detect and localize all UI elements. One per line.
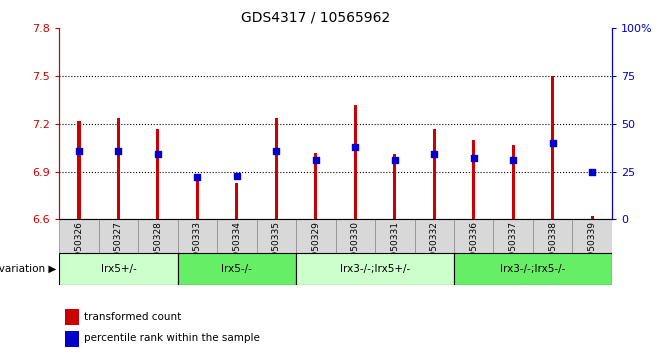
- Point: [271, 148, 282, 154]
- Text: GSM950332: GSM950332: [430, 221, 439, 276]
- Point: [311, 158, 321, 163]
- Bar: [375, 219, 415, 253]
- Bar: [533, 219, 572, 253]
- Point: [192, 175, 203, 180]
- Bar: [64, 331, 78, 347]
- Text: GSM950335: GSM950335: [272, 221, 281, 276]
- Bar: [393, 154, 396, 219]
- Bar: [494, 219, 533, 253]
- Bar: [591, 216, 594, 219]
- Text: GSM950327: GSM950327: [114, 221, 123, 276]
- Bar: [336, 219, 375, 253]
- Bar: [551, 76, 554, 219]
- Bar: [257, 219, 296, 253]
- Text: lrx3-/-;lrx5-/-: lrx3-/-;lrx5-/-: [500, 264, 566, 274]
- Bar: [454, 219, 494, 253]
- Bar: [138, 219, 178, 253]
- Text: GSM950328: GSM950328: [153, 221, 163, 276]
- Bar: [315, 153, 317, 219]
- Point: [74, 148, 84, 154]
- Bar: [472, 140, 475, 219]
- Bar: [99, 219, 138, 253]
- Text: genotype/variation ▶: genotype/variation ▶: [0, 264, 56, 274]
- Text: transformed count: transformed count: [84, 312, 182, 322]
- Text: GSM950336: GSM950336: [469, 221, 478, 276]
- Point: [350, 144, 361, 150]
- Point: [429, 152, 440, 157]
- Bar: [454, 253, 612, 285]
- Bar: [178, 219, 217, 253]
- Text: GSM950326: GSM950326: [74, 221, 84, 276]
- Bar: [572, 219, 612, 253]
- Bar: [296, 219, 336, 253]
- Text: GSM950331: GSM950331: [390, 221, 399, 276]
- Point: [587, 169, 597, 175]
- Text: percentile rank within the sample: percentile rank within the sample: [84, 333, 260, 343]
- Bar: [117, 118, 120, 219]
- Text: lrx3-/-;lrx5+/-: lrx3-/-;lrx5+/-: [340, 264, 410, 274]
- Point: [547, 140, 558, 146]
- Text: GSM950338: GSM950338: [548, 221, 557, 276]
- Bar: [354, 105, 357, 219]
- Bar: [433, 129, 436, 219]
- Bar: [512, 144, 515, 219]
- Bar: [236, 183, 238, 219]
- Point: [153, 152, 163, 157]
- Text: GSM950333: GSM950333: [193, 221, 202, 276]
- Point: [113, 148, 124, 154]
- Bar: [415, 219, 454, 253]
- Bar: [296, 253, 454, 285]
- Point: [508, 158, 519, 163]
- Text: lrx5+/-: lrx5+/-: [101, 264, 136, 274]
- Text: lrx5-/-: lrx5-/-: [222, 264, 252, 274]
- Bar: [217, 219, 257, 253]
- Bar: [59, 253, 178, 285]
- Bar: [178, 253, 296, 285]
- Bar: [78, 121, 80, 219]
- Bar: [59, 219, 99, 253]
- Point: [468, 155, 479, 161]
- Text: GSM950339: GSM950339: [588, 221, 597, 276]
- Bar: [64, 309, 78, 325]
- Point: [232, 173, 242, 178]
- Bar: [275, 118, 278, 219]
- Text: GSM950329: GSM950329: [311, 221, 320, 276]
- Bar: [157, 129, 159, 219]
- Text: GDS4317 / 10565962: GDS4317 / 10565962: [241, 11, 390, 25]
- Text: GSM950330: GSM950330: [351, 221, 360, 276]
- Point: [390, 158, 400, 163]
- Bar: [196, 180, 199, 219]
- Text: GSM950334: GSM950334: [232, 221, 241, 276]
- Text: GSM950337: GSM950337: [509, 221, 518, 276]
